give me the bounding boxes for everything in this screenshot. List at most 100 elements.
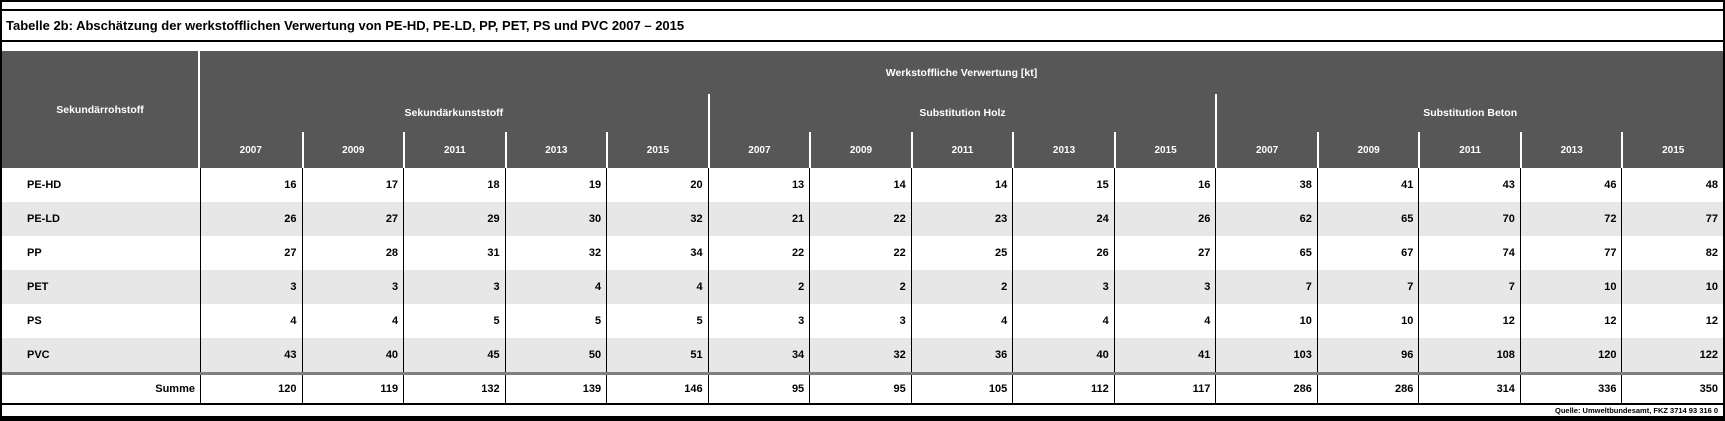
top-spacer-row bbox=[2, 2, 1723, 11]
table-cell: 7 bbox=[1418, 270, 1520, 304]
table-cell: 103 bbox=[1215, 338, 1317, 372]
table-cell: 2 bbox=[707, 270, 810, 304]
table-cell: 3 bbox=[707, 304, 810, 338]
table-title-row: Tabelle 2b: Abschätzung der werkstofflic… bbox=[2, 11, 1723, 42]
year-header: 2009 bbox=[809, 132, 911, 168]
table-cell: 46 bbox=[1519, 168, 1622, 202]
table-row: PVC 43 40 45 50 51 34 32 36 40 41 103 96 108 120 122 bbox=[2, 338, 1723, 372]
table-cell: 10 bbox=[1316, 304, 1419, 338]
table-cell: 4 bbox=[1012, 304, 1114, 338]
table-cell: 34 bbox=[707, 338, 810, 372]
table-cell: 12 bbox=[1519, 304, 1622, 338]
table-cell: 7 bbox=[1316, 270, 1419, 304]
table-row: PS 4 4 5 5 5 3 3 4 4 4 10 10 12 12 12 bbox=[2, 304, 1723, 338]
table-cell: 23 bbox=[910, 202, 1013, 236]
table-cell: 29 bbox=[403, 202, 505, 236]
footer-row: Quelle: Umweltbundesamt, FKZ 3714 93 316… bbox=[2, 405, 1723, 416]
table-cell: 27 bbox=[200, 236, 302, 270]
title-gap bbox=[2, 42, 1723, 51]
table-cell: 27 bbox=[301, 202, 404, 236]
table-cell: 108 bbox=[1418, 338, 1520, 372]
table-row: PET 3 3 3 4 4 2 2 2 3 3 7 7 7 10 10 bbox=[2, 270, 1723, 304]
table-cell: 17 bbox=[301, 168, 404, 202]
table-cell: 3 bbox=[1113, 270, 1216, 304]
table-cell: 32 bbox=[809, 338, 911, 372]
table-cell: 3 bbox=[301, 270, 404, 304]
table-cell: 43 bbox=[1418, 168, 1520, 202]
table-cell: 95 bbox=[809, 375, 911, 403]
table-cell: 43 bbox=[200, 338, 302, 372]
table-cell: 65 bbox=[1215, 236, 1317, 270]
row-label: PS bbox=[27, 315, 42, 327]
table-cell: 27 bbox=[1113, 236, 1216, 270]
table-cell: 4 bbox=[200, 304, 302, 338]
table-cell: 26 bbox=[1113, 202, 1216, 236]
table-cell: 62 bbox=[1215, 202, 1317, 236]
table-cell: 36 bbox=[910, 338, 1013, 372]
table-cell: 40 bbox=[301, 338, 404, 372]
table-cell: 32 bbox=[606, 202, 708, 236]
table-cell: 77 bbox=[1519, 236, 1622, 270]
table-cell: 28 bbox=[301, 236, 404, 270]
table-row: PP 27 28 31 32 34 22 22 25 26 27 65 67 74 77 82 bbox=[2, 236, 1723, 270]
summary-row: Summe 120 119 132 139 146 95 95 105 112 117 286 286 3… bbox=[2, 372, 1723, 405]
table-cell: 4 bbox=[301, 304, 404, 338]
table-cell: 112 bbox=[1012, 375, 1114, 403]
table-body: PE-HD 16 17 18 19 20 13 14 14 15 16 38 41 43 46 48 PE-LD… bbox=[2, 168, 1723, 405]
table-cell: 139 bbox=[504, 375, 607, 403]
table-cell: 22 bbox=[809, 236, 911, 270]
table-cell: 18 bbox=[403, 168, 505, 202]
table-cell: 26 bbox=[1012, 236, 1114, 270]
row-label: Summe bbox=[155, 383, 195, 395]
table-cell: 95 bbox=[707, 375, 810, 403]
table-cell: 31 bbox=[403, 236, 505, 270]
table-cell: 70 bbox=[1418, 202, 1520, 236]
row-label: PE-HD bbox=[27, 179, 62, 191]
table-cell: 119 bbox=[301, 375, 404, 403]
table-row: PE-HD 16 17 18 19 20 13 14 14 15 16 38 41 43 46 48 bbox=[2, 168, 1723, 202]
year-header: 2013 bbox=[1012, 132, 1114, 168]
table-cell: 22 bbox=[809, 202, 911, 236]
table-cell: 12 bbox=[1418, 304, 1520, 338]
table-cell: 40 bbox=[1012, 338, 1114, 372]
table-cell: 132 bbox=[403, 375, 505, 403]
table-cell: 4 bbox=[1113, 304, 1216, 338]
table-cell: 10 bbox=[1215, 304, 1317, 338]
table-cell: 41 bbox=[1113, 338, 1216, 372]
bottom-border-bar bbox=[2, 416, 1723, 421]
table-cell: 3 bbox=[200, 270, 302, 304]
table-cell: 72 bbox=[1519, 202, 1622, 236]
corner-header: Sekundärrohstoff bbox=[2, 51, 200, 168]
year-header: 2015 bbox=[1113, 132, 1216, 168]
table-cell: 4 bbox=[910, 304, 1013, 338]
table-cell: 3 bbox=[809, 304, 911, 338]
source-note: Quelle: Umweltbundesamt, FKZ 3714 93 316… bbox=[1555, 406, 1718, 415]
group-header-sekundaerkunststoff: Sekundärkunststoff bbox=[404, 107, 504, 119]
table-cell: 21 bbox=[707, 202, 810, 236]
table-cell: 65 bbox=[1316, 202, 1419, 236]
table-cell: 19 bbox=[504, 168, 607, 202]
table-cell: 67 bbox=[1316, 236, 1419, 270]
table-cell: 4 bbox=[606, 270, 708, 304]
table-cell: 120 bbox=[200, 375, 302, 403]
year-header: 2011 bbox=[910, 132, 1013, 168]
table-cell: 2 bbox=[910, 270, 1013, 304]
table-cell: 77 bbox=[1621, 202, 1723, 236]
table-cell: 26 bbox=[200, 202, 302, 236]
table-cell: 117 bbox=[1113, 375, 1216, 403]
table-cell: 350 bbox=[1621, 375, 1723, 403]
row-label: PE-LD bbox=[27, 213, 60, 225]
year-header: 2009 bbox=[301, 132, 404, 168]
table-cell: 120 bbox=[1519, 338, 1622, 372]
table-cell: 34 bbox=[606, 236, 708, 270]
group-header-substitution-holz: Substitution Holz bbox=[707, 94, 1216, 132]
table-cell: 30 bbox=[504, 202, 607, 236]
table-cell: 25 bbox=[910, 236, 1013, 270]
table-cell: 314 bbox=[1418, 375, 1520, 403]
table-cell: 45 bbox=[403, 338, 505, 372]
table-cell: 3 bbox=[403, 270, 505, 304]
table-cell: 15 bbox=[1012, 168, 1114, 202]
table-cell: 336 bbox=[1519, 375, 1622, 403]
table-cell: 5 bbox=[606, 304, 708, 338]
table-cell: 5 bbox=[504, 304, 607, 338]
